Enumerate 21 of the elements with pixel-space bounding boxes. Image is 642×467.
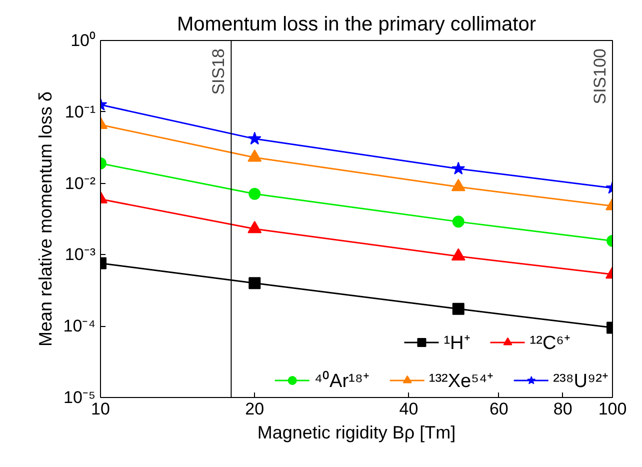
- x-tick-label: 80: [553, 400, 572, 418]
- legend-label: ⁴⁰Ar¹⁸⁺: [314, 370, 369, 393]
- y-tick-label: 10⁻³: [64, 245, 96, 264]
- legend-label: ¹²C⁶⁺: [530, 332, 570, 355]
- x-tick-label: 100: [598, 400, 627, 418]
- y-tick-label: 10⁻⁴: [63, 316, 96, 336]
- x-tick-label: 20: [245, 400, 264, 418]
- y-tick-label: 10⁰: [70, 31, 96, 50]
- legend-label: ¹H⁺: [444, 332, 470, 355]
- legend-label: ¹³²Xe⁵⁴⁺: [428, 370, 494, 393]
- legend-label: ²³⁸U⁹²⁺: [553, 370, 608, 393]
- y-tick-label: 10⁻²: [64, 174, 96, 193]
- ref-line-label: SIS100: [590, 48, 610, 104]
- chart-title: Momentum loss in the primary collimator: [177, 14, 536, 36]
- x-tick-label: 40: [399, 400, 418, 418]
- x-tick-label: 60: [489, 400, 508, 418]
- x-axis-title: Magnetic rigidity Bρ [Tm]: [257, 422, 456, 442]
- y-axis-title: Mean relative momentum loss δ: [35, 91, 56, 347]
- x-tick-label: 10: [91, 400, 110, 418]
- y-tick-label: 10⁻¹: [64, 102, 96, 122]
- ref-line-label: SIS18: [209, 48, 228, 95]
